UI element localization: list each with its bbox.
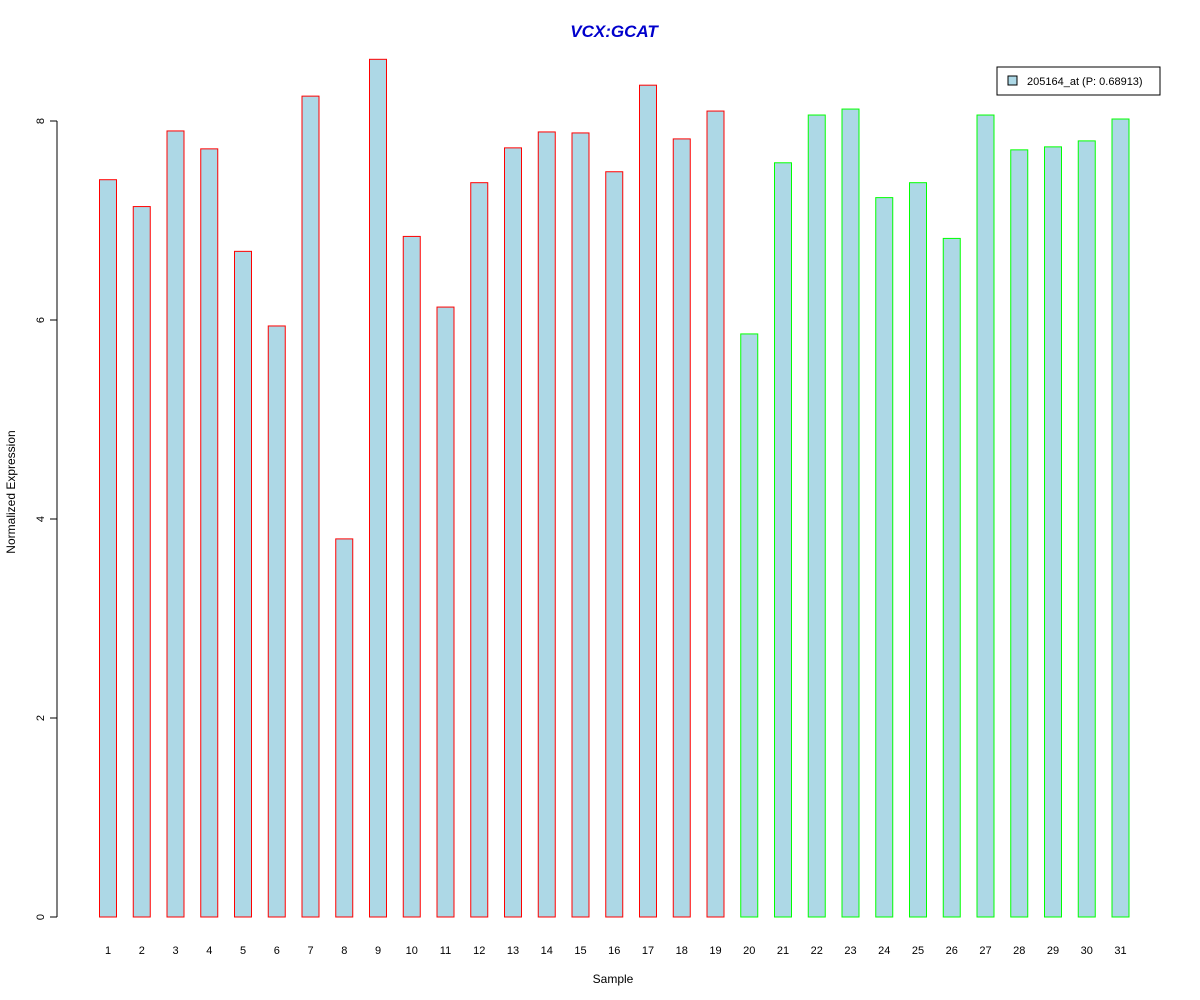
bar: [1010, 149, 1029, 918]
x-tick-label: 23: [844, 945, 856, 957]
x-tick-label: 19: [709, 945, 721, 957]
y-axis: 0 2 4 6 8: [35, 118, 58, 920]
bar: [1044, 146, 1062, 918]
bar: [369, 58, 387, 918]
bar: [470, 182, 489, 918]
bar: [706, 110, 725, 918]
x-tick-label: 10: [406, 945, 418, 957]
bar: [537, 131, 556, 918]
legend: 205164_at (P: 0.68913): [996, 66, 1161, 96]
bar: [335, 538, 354, 918]
bar: [942, 237, 961, 918]
y-tick-label: 0: [35, 914, 47, 920]
bar: [166, 130, 185, 918]
bar: [571, 132, 590, 918]
x-tick-label: 22: [811, 945, 823, 957]
bar: [200, 148, 219, 918]
bar: [132, 206, 151, 918]
x-tick-label: 3: [172, 945, 178, 957]
bar: [875, 197, 894, 918]
x-tick-label: 16: [608, 945, 620, 957]
x-tick-label: 27: [979, 945, 991, 957]
bar: [639, 84, 657, 918]
bar: [807, 114, 826, 918]
bar: [605, 171, 624, 918]
bar: [301, 95, 320, 918]
bar: [841, 108, 860, 918]
chart-title: VCX:GCAT: [570, 22, 659, 41]
x-axis-label: Sample: [593, 972, 634, 986]
legend-entry-label: 205164_at (P: 0.68913): [1027, 76, 1143, 88]
y-tick-label: 2: [35, 715, 47, 721]
bar: [99, 179, 117, 918]
bar: [740, 333, 759, 918]
x-tick-label: 12: [473, 945, 485, 957]
legend-box: [996, 66, 1161, 96]
x-tick-label: 29: [1047, 945, 1059, 957]
bars: [99, 58, 1130, 918]
x-tick-label: 31: [1114, 945, 1126, 957]
x-tick-label: 20: [743, 945, 755, 957]
y-tick-label: 4: [35, 516, 47, 522]
x-tick-label: 30: [1081, 945, 1093, 957]
x-tick-label: 17: [642, 945, 654, 957]
x-tick-label: 24: [878, 945, 890, 957]
x-tick-label: 18: [676, 945, 688, 957]
x-tick-label: 2: [139, 945, 145, 957]
bar: [234, 250, 252, 918]
bar: [672, 138, 691, 918]
x-axis-tick-labels: 1 2 3 4 5 6 7 8 9 10 11 12 13 14 15 16 17 18 19 20 21 22 23 24 2…: [105, 945, 1127, 957]
x-tick-label: 21: [777, 945, 789, 957]
y-tick-label: 6: [35, 317, 47, 323]
x-tick-label: 5: [240, 945, 246, 957]
x-tick-label: 9: [375, 945, 381, 957]
x-tick-label: 25: [912, 945, 924, 957]
bar: [1111, 118, 1130, 918]
bar: [436, 306, 455, 918]
x-tick-label: 4: [206, 945, 212, 957]
y-axis-label: Normalized Expression: [4, 430, 18, 553]
bar: [774, 162, 792, 918]
x-tick-label: 1: [105, 945, 111, 957]
x-tick-label: 8: [341, 945, 347, 957]
bar: [402, 235, 421, 918]
x-tick-label: 6: [274, 945, 280, 957]
x-tick-label: 26: [946, 945, 958, 957]
x-tick-label: 28: [1013, 945, 1025, 957]
x-tick-label: 7: [307, 945, 313, 957]
bar: [267, 325, 286, 918]
x-tick-label: 13: [507, 945, 519, 957]
bar: [1077, 140, 1096, 918]
y-tick-label: 8: [35, 118, 47, 124]
x-tick-label: 15: [574, 945, 586, 957]
bar: [504, 147, 522, 918]
legend-swatch: [1007, 75, 1018, 86]
bar: [909, 182, 927, 918]
x-tick-label: 11: [440, 945, 451, 957]
x-tick-label: 14: [541, 945, 553, 957]
bar: [976, 114, 995, 918]
